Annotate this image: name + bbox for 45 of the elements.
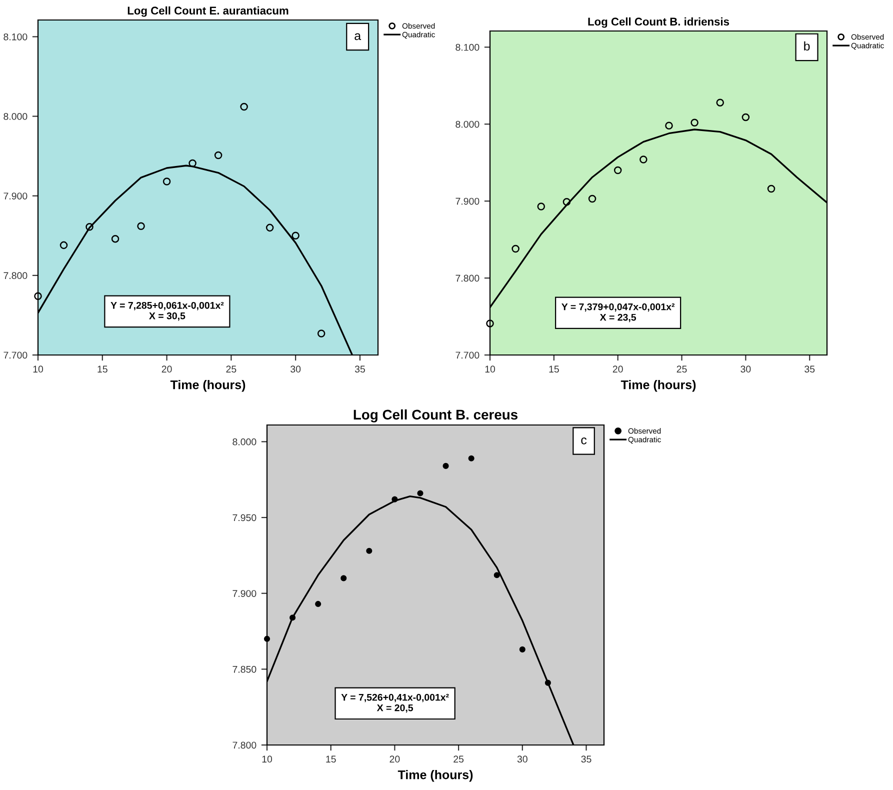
y-tick-label: 8.100 — [456, 44, 480, 51]
x-tick-label: 15 — [98, 366, 108, 373]
annotation: Y = 7,285+0,061x-0,001x² X = 30,5 — [110, 302, 224, 321]
chart-title: Log Cell Count B. cereus — [354, 409, 518, 422]
annotation: Y = 7,526+0,41x-0,001x² X = 20,5 — [341, 694, 449, 713]
y-tick-label: 8.000 — [456, 120, 480, 128]
y-tick-label: 7.700 — [4, 352, 28, 359]
y-tick-label: 8.000 — [232, 438, 256, 446]
x-tick-label: 25 — [454, 756, 464, 763]
x-tick-label: 20 — [612, 366, 623, 373]
x-tick-label: 25 — [676, 366, 687, 373]
x-tick-label: 15 — [326, 756, 336, 763]
y-tick-label: 7.700 — [456, 352, 480, 359]
annotation: c — [581, 438, 587, 444]
x-tick-label: 20 — [162, 366, 172, 373]
y-tick-label: 7.800 — [456, 274, 480, 282]
x-tick-label: 25 — [226, 366, 236, 373]
chart-title: Log Cell Count B. idriensis — [588, 17, 730, 28]
y-tick-label: 7.850 — [232, 666, 256, 673]
y-tick-label: 7.800 — [4, 272, 28, 280]
annotation: Y = 7,379+0,047x-0,001x² X = 23,5 — [562, 303, 675, 322]
y-tick-label: 7.900 — [4, 192, 28, 200]
x-axis-title: Time (hours) — [620, 380, 696, 392]
x-tick-label: 35 — [354, 366, 365, 373]
x-tick-label: 15 — [549, 366, 559, 373]
x-axis-title: Time (hours) — [170, 380, 246, 392]
y-tick-label: 8.100 — [4, 33, 28, 40]
x-tick-label: 30 — [290, 366, 301, 373]
x-tick-label: 10 — [33, 366, 44, 373]
x-axis-title: Time (hours) — [398, 770, 473, 782]
chart-title: Log Cell Count E. aurantiacum — [128, 6, 288, 17]
y-tick-label: 7.900 — [232, 590, 256, 597]
x-tick-label: 30 — [517, 756, 528, 763]
y-tick-label: 8.000 — [4, 113, 28, 120]
x-tick-label: 35 — [804, 366, 815, 373]
annotation: a — [354, 33, 362, 40]
x-tick-label: 30 — [740, 366, 751, 373]
x-tick-label: 10 — [262, 756, 272, 763]
x-tick-label: 35 — [581, 756, 592, 763]
y-tick-label: 7.800 — [232, 742, 256, 749]
annotation: b — [804, 41, 810, 51]
y-tick-label: 7.900 — [456, 198, 480, 205]
x-tick-label: 10 — [485, 366, 496, 373]
y-tick-label: 7.950 — [232, 514, 256, 522]
x-tick-label: 20 — [390, 756, 400, 763]
